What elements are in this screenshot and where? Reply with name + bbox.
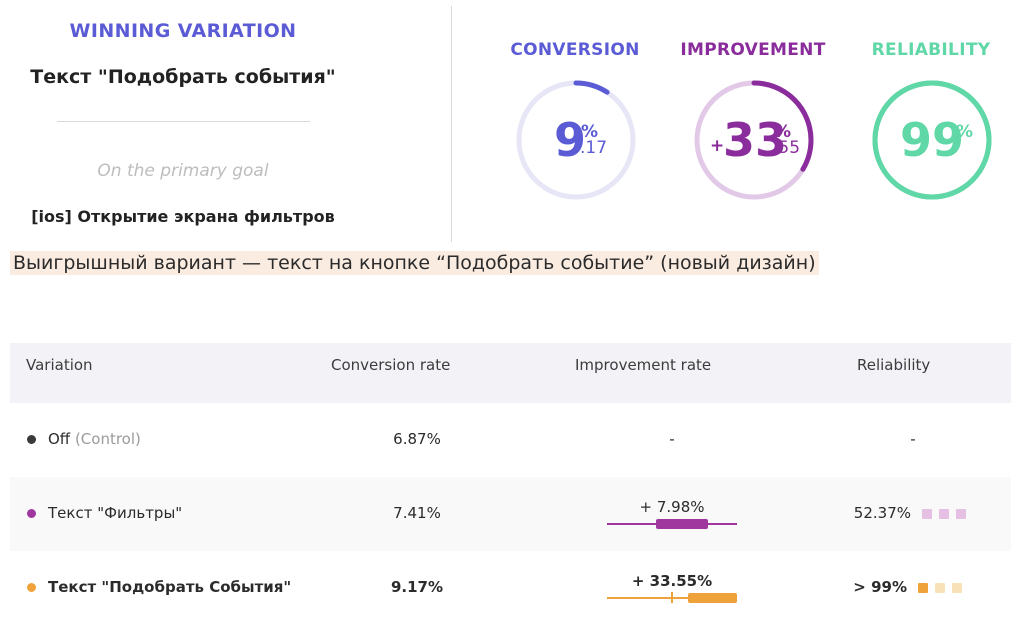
improvement-metric: IMPROVEMENT + 33 % .55 xyxy=(673,38,833,208)
conversion-integer: 9 xyxy=(554,113,587,167)
improvement-range-box xyxy=(656,519,708,529)
variation-name: Текст "Подобрать События" xyxy=(48,578,292,596)
reliability-unit: % xyxy=(956,122,974,142)
table-header: Variation Conversion rate Improvement ra… xyxy=(10,343,1011,403)
variation-dot xyxy=(27,583,36,592)
header-reliability: Reliability xyxy=(857,356,931,374)
conversion-title: CONVERSION xyxy=(510,40,640,60)
header-conversion: Conversion rate xyxy=(331,356,451,374)
conversion-metric: CONVERSION 9 % .17 xyxy=(495,38,655,208)
improvement-cell: - xyxy=(669,430,675,448)
conversion-cell: 9.17% xyxy=(390,578,444,596)
variation-label: Off xyxy=(48,430,71,448)
improvement-decimals: .55 xyxy=(773,138,801,158)
reliability-integer: 99 xyxy=(900,113,965,167)
reliability-label: 52.37% xyxy=(853,504,911,522)
vertical-divider xyxy=(451,6,452,242)
reliability-cell: - xyxy=(910,430,916,448)
reliability-square xyxy=(956,509,966,519)
improvement-label: + 33.55% xyxy=(631,572,713,590)
improvement-unit: % xyxy=(774,122,792,142)
header-improvement: Improvement rate xyxy=(575,356,712,374)
reliability-square xyxy=(918,583,928,593)
improvement-value: + 33 % .55 xyxy=(692,78,816,202)
winner-heading: WINNING VARIATION xyxy=(69,20,297,42)
improvement-label: + 7.98% xyxy=(639,498,705,516)
reliability-ring-fill xyxy=(872,80,992,200)
results-table: Variation Conversion rate Improvement ra… xyxy=(10,343,1011,603)
improvement-ring: + 33 % .55 xyxy=(692,78,816,202)
conversion-ring-chart xyxy=(516,80,636,200)
table-row[interactable]: Текст "Подобрать События" 9.17% + 33.55%… xyxy=(10,551,1011,622)
reliability-metric: RELIABILITY 99 % xyxy=(851,38,1011,208)
winner-note: Выигрышный вариант — текст на кнопке “По… xyxy=(10,251,819,275)
reliability-square xyxy=(952,583,962,593)
variation-name: Текст "Фильтры" xyxy=(48,504,183,522)
divider xyxy=(57,121,310,122)
improvement-ring-fill xyxy=(694,80,814,200)
reliability-ring: 99 % xyxy=(870,78,994,202)
control-tag: (Control) xyxy=(74,430,141,448)
table-row[interactable]: Off (Control) 6.87% - - xyxy=(10,403,1011,477)
variation-name: Off (Control) xyxy=(48,430,141,448)
improvement-sign: + xyxy=(710,136,725,156)
conversion-decimals: .17 xyxy=(580,138,608,158)
improvement-ring-chart xyxy=(694,80,814,200)
table-row[interactable]: Текст "Фильтры" 7.41% + 7.98% 52.37% xyxy=(10,477,1011,551)
conversion-cell: 6.87% xyxy=(393,430,441,448)
improvement-range-box xyxy=(688,593,737,603)
variation-dot xyxy=(27,435,36,444)
reliability-square xyxy=(939,509,949,519)
reliability-ring-chart xyxy=(872,80,992,200)
reliability-square xyxy=(935,583,945,593)
conversion-value: 9 % .17 xyxy=(514,78,638,202)
header-variation: Variation xyxy=(26,356,93,374)
goal-name: [ios] Открытие экрана фильтров xyxy=(31,207,335,226)
conversion-cell: 7.41% xyxy=(393,504,441,522)
reliability-value: 99 % xyxy=(870,78,994,202)
goal-caption: On the primary goal xyxy=(97,161,269,181)
improvement-integer: 33 xyxy=(723,113,788,167)
winner-panel: WINNING VARIATION Текст "Подобрать событ… xyxy=(0,0,452,242)
variation-dot xyxy=(27,509,36,518)
conversion-ring-fill xyxy=(516,80,636,200)
reliability-title: RELIABILITY xyxy=(871,40,991,60)
improvement-zero-tick xyxy=(671,592,673,603)
reliability-label: > 99% xyxy=(853,578,907,596)
winner-variation-name: Текст "Подобрать события" xyxy=(30,66,336,88)
reliability-square xyxy=(922,509,932,519)
conversion-ring: 9 % .17 xyxy=(514,78,638,202)
improvement-title: IMPROVEMENT xyxy=(680,40,826,60)
conversion-unit: % xyxy=(581,122,599,142)
